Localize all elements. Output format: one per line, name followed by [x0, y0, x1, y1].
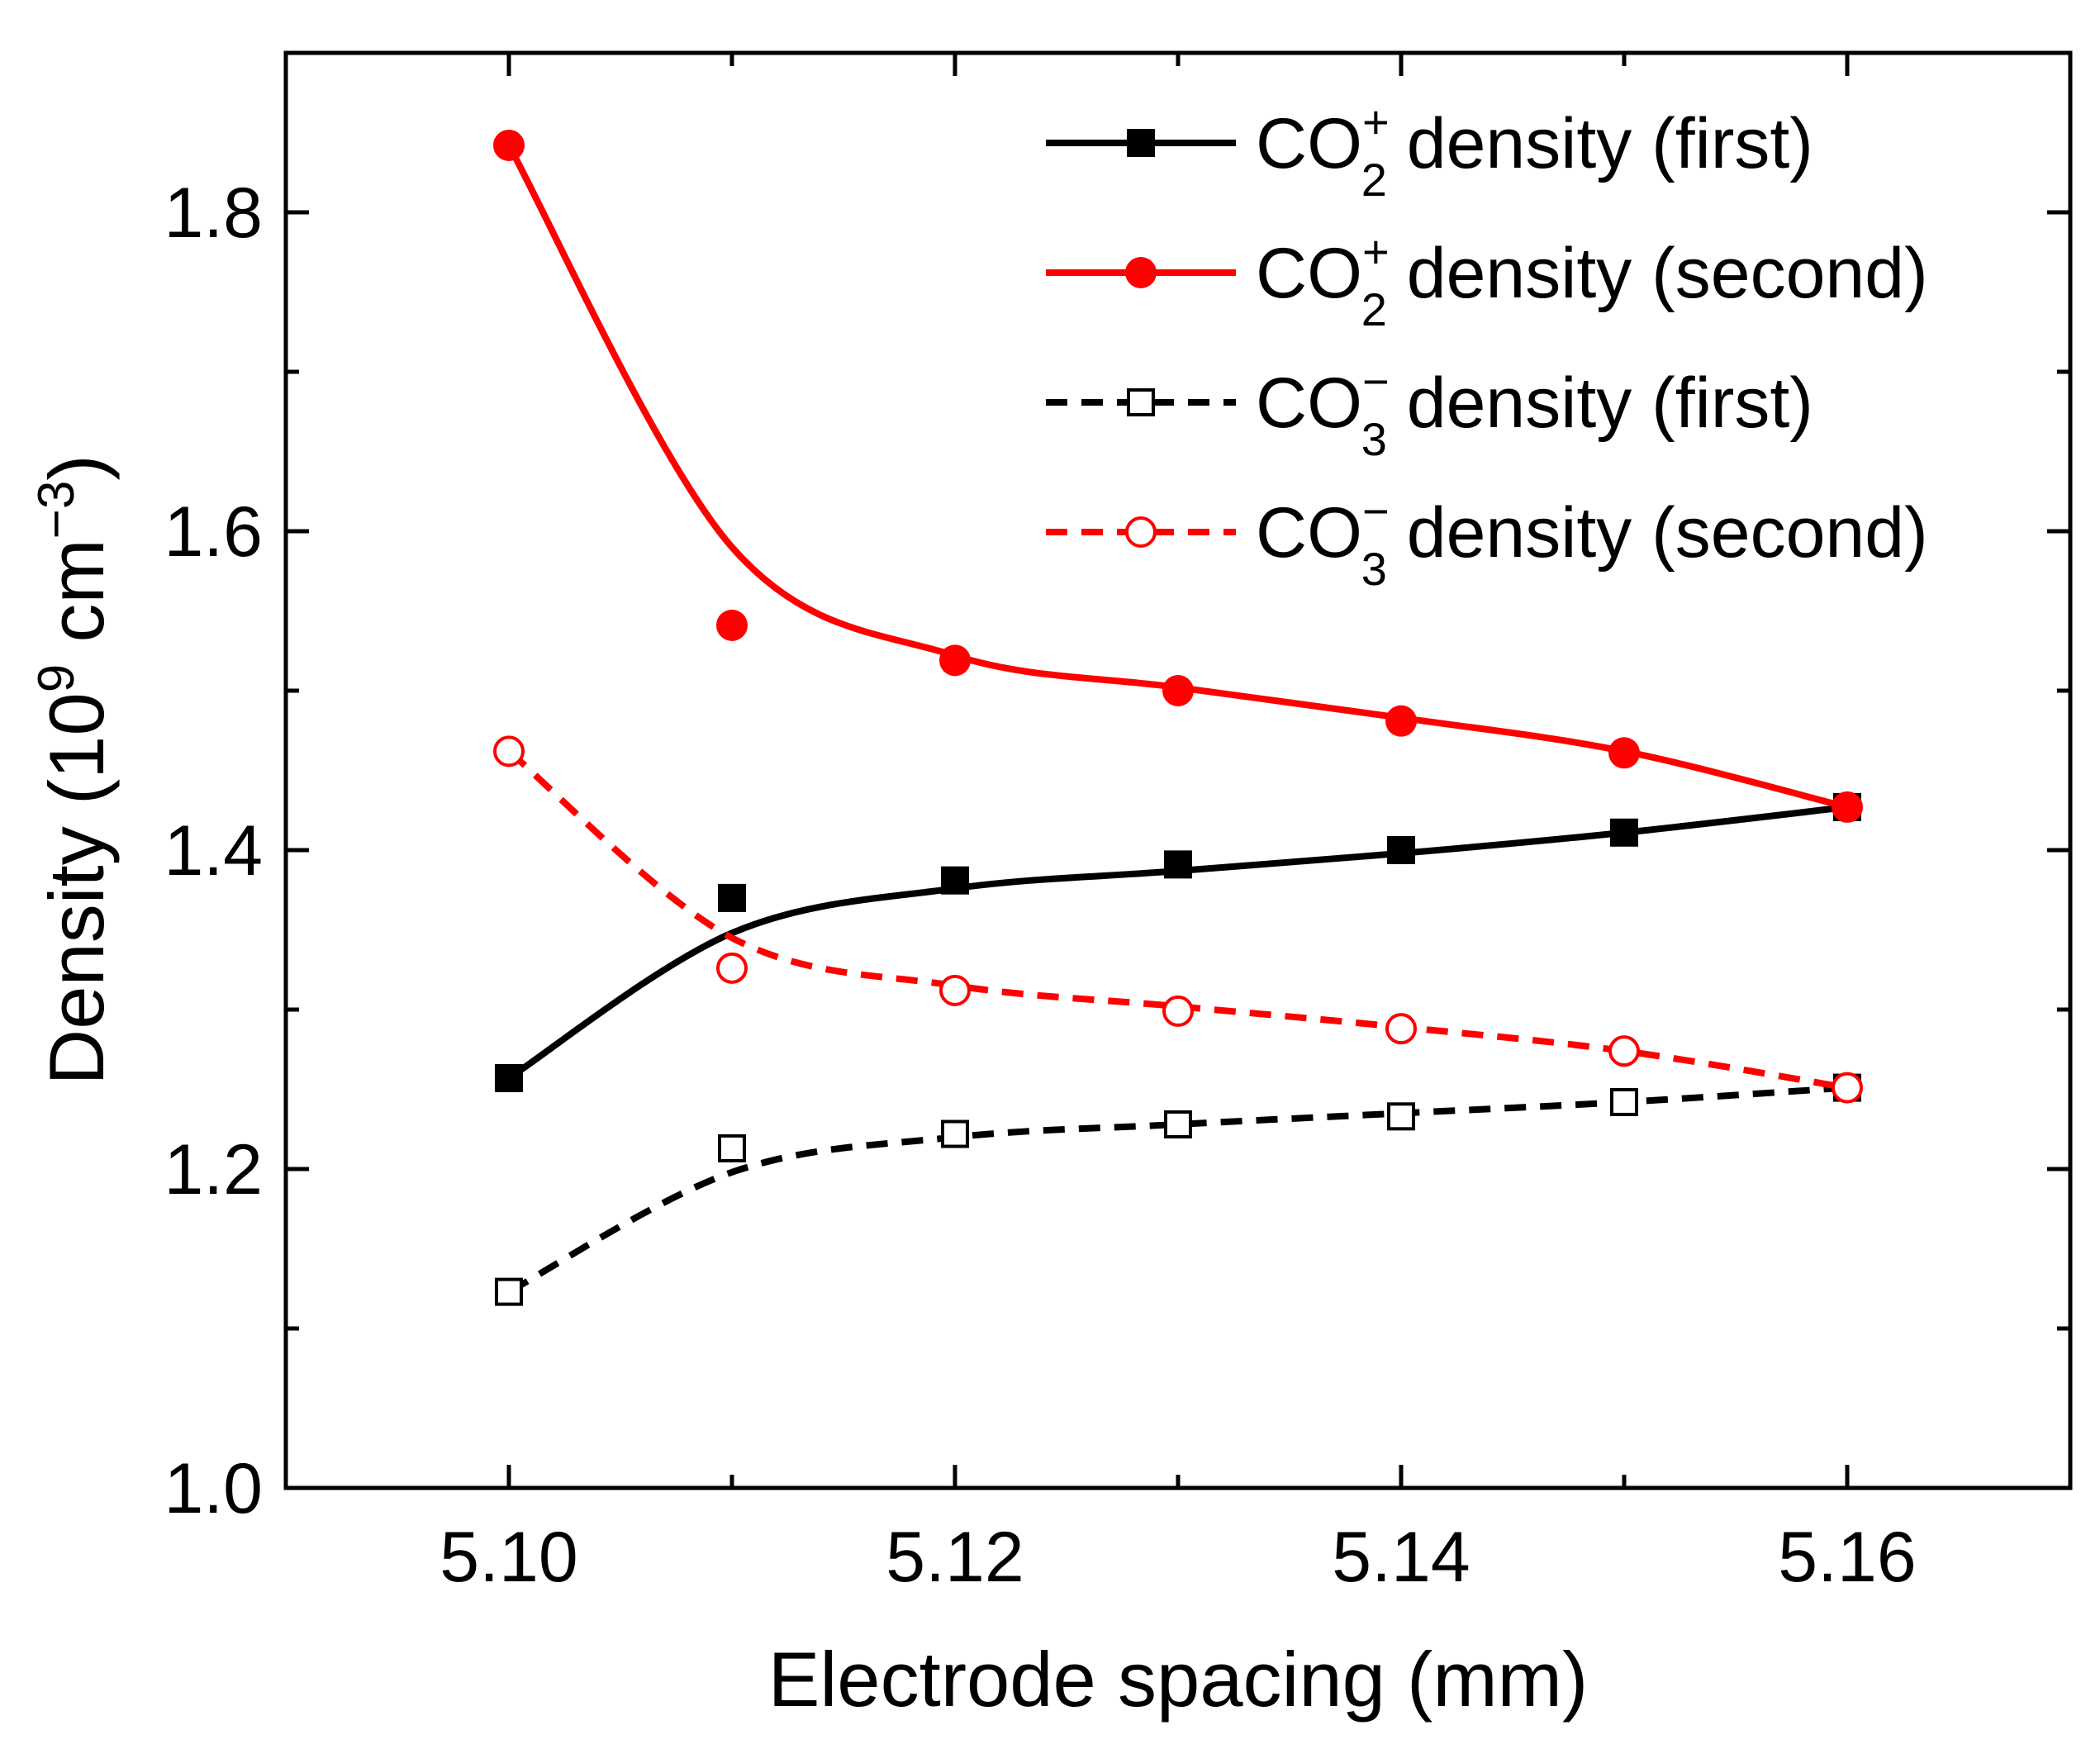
- series-3-point: [1164, 1110, 1192, 1138]
- series-4-point: [493, 735, 525, 768]
- legend-label-2: CO+ 2 density (second): [1256, 226, 1928, 335]
- legend-marker-4: [1125, 516, 1157, 548]
- y-tick-label: 1.2: [164, 1130, 263, 1210]
- legend-label-4: CO− 3 density (second): [1256, 485, 1928, 595]
- legend-label-1: CO+ 2 density (first): [1256, 96, 1813, 206]
- legend-label-3: CO− 3 density (first): [1256, 355, 1813, 465]
- x-tick-labels: 5.10 5.12 5.14 5.16: [439, 1518, 1916, 1597]
- series-3-point: [718, 1134, 746, 1162]
- series-4-point: [1162, 995, 1194, 1027]
- axis-ticks: [283, 53, 2073, 1490]
- x-axis-title: Electrode spacing (mm): [768, 1636, 1589, 1723]
- series-4-point: [1608, 1035, 1640, 1067]
- y-tick-label: 1.6: [164, 492, 263, 572]
- y-axis-title: Density (109 cm−3): [28, 454, 120, 1085]
- series-2-point: [1162, 675, 1194, 706]
- y-tick-label: 1.4: [164, 811, 263, 891]
- series-1-point: [941, 866, 969, 895]
- y-axis-title-middle: cm: [33, 539, 120, 663]
- series-2-point: [493, 129, 525, 161]
- y-tick-label: 1.0: [164, 1449, 263, 1528]
- x-tick-label: 5.14: [1332, 1518, 1470, 1597]
- series-1-point: [1387, 836, 1415, 864]
- y-tick-labels: 1.0 1.2 1.4 1.6 1.8: [164, 173, 263, 1528]
- series-2-point: [939, 644, 971, 677]
- series-2-point: [1385, 705, 1417, 737]
- series-1-point: [495, 1063, 523, 1092]
- x-tick-label: 5.12: [886, 1518, 1024, 1597]
- y-axis-title-suffix: ): [33, 454, 120, 480]
- series-3-point: [495, 1277, 523, 1306]
- series-3-point: [941, 1119, 969, 1148]
- legend-marker-1: [1127, 129, 1155, 157]
- series-1-point: [718, 883, 746, 912]
- series-3-point: [1387, 1102, 1415, 1131]
- series-4-point: [1832, 1072, 1863, 1104]
- series-1-point: [1164, 850, 1192, 879]
- legend: CO+ 2 density (first) CO+ 2 density (second…: [1046, 96, 1928, 595]
- series-4-point: [716, 952, 748, 984]
- legend-marker-2: [1125, 257, 1157, 288]
- y-axis-title-prefix: Density (10: [33, 692, 120, 1085]
- series-2-point: [1832, 791, 1863, 823]
- series-4-point: [939, 974, 971, 1006]
- legend-marker-3: [1127, 388, 1155, 416]
- series-4-line: [506, 749, 1848, 1091]
- x-tick-label: 5.10: [439, 1518, 577, 1597]
- series-2-point: [1608, 737, 1640, 769]
- series-3-point: [1610, 1087, 1638, 1116]
- series-1-point: [1610, 818, 1638, 847]
- series-4-point: [1385, 1013, 1417, 1045]
- series-markers: [493, 129, 1863, 1306]
- y-tick-label: 1.8: [164, 173, 263, 253]
- series-1-line: [506, 803, 1848, 1081]
- y-axis-title-exp1: 9: [28, 664, 85, 692]
- x-tick-label: 5.16: [1778, 1518, 1916, 1597]
- y-axis-title-exp2: −3: [28, 481, 85, 539]
- series-2-point: [716, 609, 748, 641]
